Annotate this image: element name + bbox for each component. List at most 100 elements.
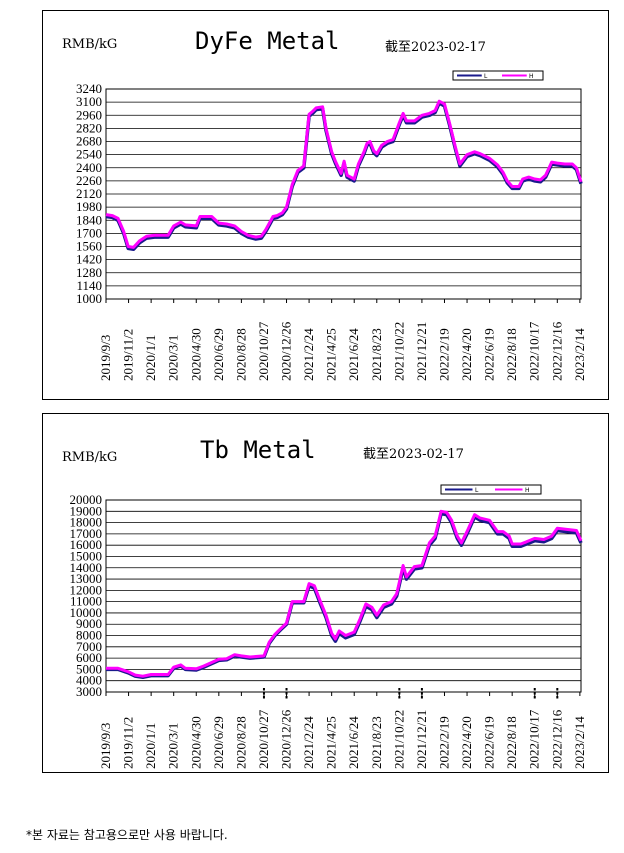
dyfe-x-tick-label: 2021/4/25 bbox=[324, 328, 339, 381]
dyfe-y-tick-label: 3100 bbox=[76, 94, 102, 109]
tb-x-dot-marker bbox=[533, 688, 536, 691]
tb-x-tick-label: 2020/3/1 bbox=[166, 723, 181, 769]
dyfe-x-tick-label: 2020/6/29 bbox=[211, 328, 226, 381]
dyfe-y-tick-label: 1980 bbox=[76, 199, 102, 214]
dyfe-x-tick-label: 2023/2/14 bbox=[572, 328, 587, 381]
tb-x-dot-marker bbox=[420, 688, 423, 691]
tb-series-H-line bbox=[106, 509, 583, 678]
tb-x-dot-marker bbox=[398, 696, 401, 699]
dyfe-y-tick-label: 2540 bbox=[76, 147, 102, 162]
tb-x-tick-label: 2022/10/17 bbox=[527, 709, 542, 769]
dyfe-x-tick-label: 2022/4/20 bbox=[459, 328, 474, 381]
disclaimer-note: *본 자료는 참고용으로만 사용 바랍니다. bbox=[26, 828, 228, 842]
dyfe-unit-label: RMB/kG bbox=[62, 37, 117, 52]
tb-y-tick-label: 4000 bbox=[76, 673, 102, 688]
tb-x-dot-marker bbox=[556, 696, 559, 699]
dyfe-y-tick-label: 3240 bbox=[76, 81, 102, 96]
tb-x-tick-label: 2022/2/19 bbox=[436, 716, 451, 769]
tb-x-dot-marker bbox=[533, 696, 536, 699]
dyfe-x-tick-label: 2022/8/18 bbox=[504, 328, 519, 381]
tb-x-dot-marker bbox=[285, 696, 288, 699]
tb-x-dot-marker bbox=[533, 692, 536, 695]
tb-y-tick-label: 17000 bbox=[70, 526, 103, 541]
dyfe-x-tick-label: 2020/12/26 bbox=[279, 321, 294, 381]
tb-x-tick-label: 2020/10/27 bbox=[256, 709, 271, 769]
tb-x-tick-label: 2019/9/3 bbox=[98, 723, 113, 769]
tb-chart-panel: RMB/kG Tb Metal 截至2023-02-17 L H 3000 4000 5000… bbox=[42, 413, 609, 773]
dyfe-x-tick-label: 2022/2/19 bbox=[436, 328, 451, 381]
tb-y-tick-label: 12000 bbox=[70, 582, 103, 597]
tb-y-tick-label: 3000 bbox=[76, 684, 102, 699]
tb-x-dot-marker bbox=[420, 692, 423, 695]
tb-x-tick-label: 2020/4/30 bbox=[188, 716, 203, 769]
tb-y-tick-label: 10000 bbox=[70, 605, 103, 620]
tb-legend-box bbox=[440, 484, 542, 495]
tb-x-tick-label: 2022/8/18 bbox=[504, 716, 519, 769]
tb-x-tick-label: 2021/10/22 bbox=[391, 710, 406, 769]
tb-as-of-date: 截至2023-02-17 bbox=[363, 447, 464, 462]
dyfe-legend-label-L: L bbox=[484, 73, 488, 80]
tb-y-tick-label: 8000 bbox=[76, 628, 102, 643]
tb-y-tick-label: 6000 bbox=[76, 650, 102, 665]
tb-x-tick-label: 2020/8/28 bbox=[233, 716, 248, 769]
dyfe-y-tick-label: 1840 bbox=[76, 212, 102, 227]
dyfe-legend-label-H: H bbox=[529, 73, 534, 80]
tb-y-tick-label: 11000 bbox=[70, 594, 102, 609]
tb-x-tick-label: 2022/12/16 bbox=[549, 709, 564, 769]
tb-plot-area bbox=[105, 499, 582, 693]
dyfe-plot-area bbox=[105, 88, 582, 300]
dyfe-y-tick-label: 2680 bbox=[76, 134, 102, 149]
tb-x-tick-label: 2021/4/25 bbox=[324, 716, 339, 769]
dyfe-series-H-line bbox=[105, 99, 583, 249]
dyfe-x-tick-label: 2019/9/3 bbox=[98, 335, 113, 381]
tb-legend-label-H: H bbox=[525, 487, 530, 494]
tb-x-tick-label: 2023/2/14 bbox=[572, 716, 587, 769]
dyfe-x-tick-label: 2022/10/17 bbox=[527, 321, 542, 381]
dyfe-x-tick-label: 2020/8/28 bbox=[233, 328, 248, 381]
tb-x-dot-marker bbox=[285, 692, 288, 695]
tb-y-tick-label: 20000 bbox=[70, 492, 103, 507]
dyfe-chart-panel: RMB/kG DyFe Metal 截至2023-02-17 L H 1000 1140 12… bbox=[42, 10, 609, 400]
tb-x-dot-marker bbox=[285, 688, 288, 691]
tb-y-tick-label: 13000 bbox=[70, 571, 103, 586]
dyfe-as-of-date: 截至2023-02-17 bbox=[385, 40, 486, 55]
tb-x-tick-label: 2022/4/20 bbox=[459, 716, 474, 769]
tb-y-tick-label: 19000 bbox=[70, 503, 103, 518]
dyfe-y-tick-label: 2120 bbox=[76, 186, 102, 201]
dyfe-x-tick-label: 2022/12/16 bbox=[549, 321, 564, 381]
dyfe-y-tick-label: 1000 bbox=[76, 291, 102, 306]
dyfe-x-tick-label: 2022/6/19 bbox=[482, 328, 497, 381]
dyfe-y-tick-label: 1560 bbox=[76, 239, 102, 254]
dyfe-x-tick-label: 2020/1/1 bbox=[143, 335, 158, 381]
tb-x-tick-label: 2021/12/21 bbox=[414, 710, 429, 769]
dyfe-chart: RMB/kG DyFe Metal 截至2023-02-17 L H 1000114012… bbox=[62, 27, 587, 381]
tb-y-tick-label: 16000 bbox=[70, 537, 103, 552]
tb-y-tick-label: 14000 bbox=[70, 560, 103, 575]
tb-x-tick-label: 2020/1/1 bbox=[143, 723, 158, 769]
tb-y-tick-label: 18000 bbox=[70, 515, 103, 530]
dyfe-x-tick-label: 2021/6/24 bbox=[346, 328, 361, 381]
dyfe-x-tick-label: 2021/2/24 bbox=[301, 328, 316, 381]
tb-y-tick-label: 5000 bbox=[76, 661, 102, 676]
tb-x-tick-label: 2021/6/24 bbox=[346, 716, 361, 769]
tb-y-tick-label: 9000 bbox=[76, 616, 102, 631]
tb-x-tick-label: 2019/11/2 bbox=[121, 717, 136, 769]
tb-x-tick-label: 2020/12/26 bbox=[279, 709, 294, 769]
dyfe-x-tick-label: 2021/10/22 bbox=[391, 322, 406, 381]
dyfe-y-tick-label: 1700 bbox=[76, 225, 102, 240]
dyfe-x-tick-label: 2020/3/1 bbox=[166, 335, 181, 381]
dyfe-y-tick-label: 1420 bbox=[76, 252, 102, 267]
dyfe-y-tick-label: 2400 bbox=[76, 160, 102, 175]
tb-x-dot-marker bbox=[398, 692, 401, 695]
dyfe-legend-box bbox=[452, 70, 544, 81]
dyfe-y-tick-label: 2820 bbox=[76, 120, 102, 135]
dyfe-series-L-line bbox=[105, 101, 583, 252]
tb-y-tick-label: 7000 bbox=[76, 639, 102, 654]
dyfe-y-tick-label: 2960 bbox=[76, 107, 102, 122]
dyfe-y-tick-label: 1280 bbox=[76, 265, 102, 280]
tb-x-dot-marker bbox=[398, 688, 401, 691]
dyfe-y-tick-label: 1140 bbox=[76, 278, 102, 293]
tb-x-dot-marker bbox=[420, 696, 423, 699]
tb-x-dot-marker bbox=[262, 692, 265, 695]
dyfe-x-tick-label: 2020/10/27 bbox=[256, 321, 271, 381]
